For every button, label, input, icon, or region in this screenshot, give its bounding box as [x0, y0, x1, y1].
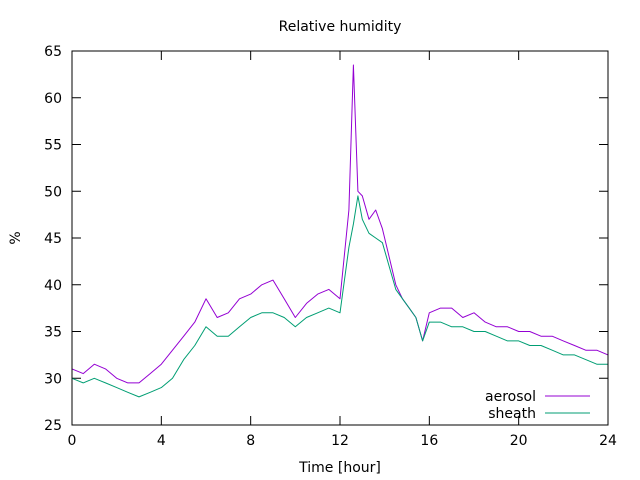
legend-label-sheath: sheath — [488, 406, 536, 422]
y-tick-label: 50 — [44, 184, 62, 200]
y-tick-label: 25 — [44, 418, 62, 434]
x-axis-label: Time [hour] — [298, 460, 381, 476]
chart-title: Relative humidity — [279, 19, 402, 35]
y-tick-label: 65 — [44, 44, 62, 60]
x-tick-label: 0 — [68, 433, 77, 449]
x-tick-label: 4 — [157, 433, 166, 449]
x-tick-label: 12 — [331, 433, 349, 449]
series-lines — [71, 64, 609, 398]
y-tick-label: 35 — [44, 325, 62, 341]
series-line-sheath — [71, 195, 608, 398]
y-axis-label: % — [8, 231, 24, 244]
x-tick-label: 24 — [599, 433, 617, 449]
x-tick-label: 8 — [246, 433, 255, 449]
y-tick-label: 45 — [44, 231, 62, 247]
axis-ticks: 25 30 35 40 45 50 55 60 65 0 4 8 12 16 20 24 — [44, 44, 617, 449]
y-tick-label: 60 — [44, 91, 62, 107]
y-tick-label: 40 — [44, 278, 62, 294]
x-tick-label: 20 — [510, 433, 528, 449]
plot-frame — [71, 50, 609, 426]
x-tick-label: 16 — [420, 433, 438, 449]
legend-label-aerosol: aerosol — [485, 389, 536, 405]
y-tick-label: 55 — [44, 138, 62, 154]
y-tick-label: 30 — [44, 371, 62, 387]
series-line-aerosol — [71, 64, 609, 384]
